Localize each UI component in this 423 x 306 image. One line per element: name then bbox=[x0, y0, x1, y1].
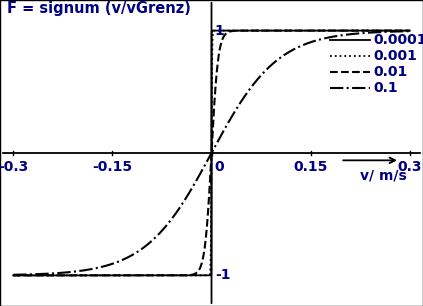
Text: 0.15: 0.15 bbox=[294, 160, 328, 174]
Text: -0.15: -0.15 bbox=[92, 160, 132, 174]
Text: v/ m/s: v/ m/s bbox=[360, 169, 407, 183]
Text: F = signum (v/vGrenz): F = signum (v/vGrenz) bbox=[7, 1, 190, 16]
Text: -1: -1 bbox=[215, 268, 230, 282]
Text: -0.3: -0.3 bbox=[0, 160, 28, 174]
Text: 0.1: 0.1 bbox=[374, 81, 398, 95]
Text: 0.001: 0.001 bbox=[374, 49, 418, 63]
Text: 0.01: 0.01 bbox=[374, 65, 408, 79]
Text: 0.3: 0.3 bbox=[398, 160, 422, 174]
Text: 1: 1 bbox=[215, 24, 225, 38]
Text: 0.0001: 0.0001 bbox=[374, 33, 423, 47]
Text: 0: 0 bbox=[215, 160, 225, 174]
